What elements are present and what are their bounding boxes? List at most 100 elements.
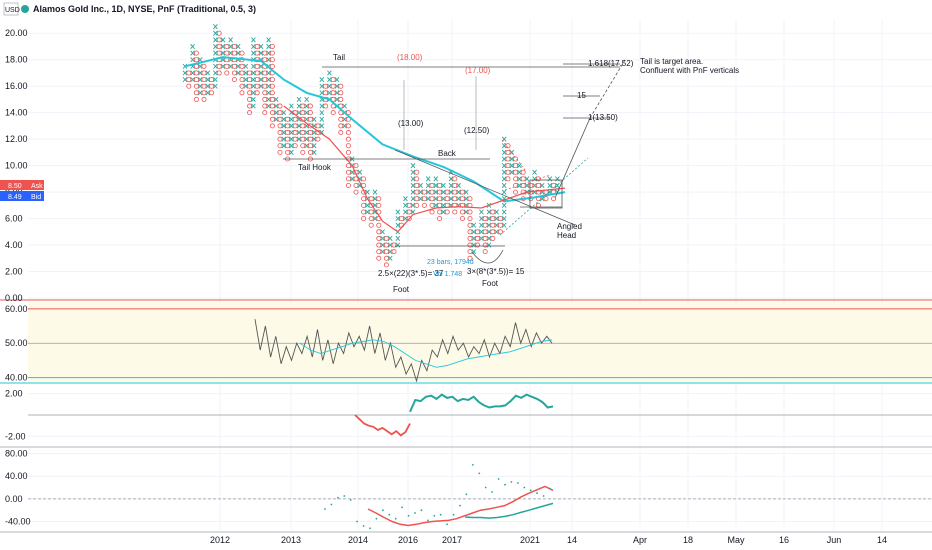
oscillator3-dot: [420, 509, 423, 512]
oscillator3-dot: [324, 508, 326, 510]
x-box: [281, 110, 287, 116]
o-column: [216, 30, 222, 76]
o-box: [307, 116, 313, 122]
o-box: [505, 163, 511, 169]
x-box: [410, 169, 416, 175]
annotation-confluence-note[interactable]: Confluent with PnF verticals: [640, 66, 739, 75]
x-box: [258, 76, 264, 83]
o-box: [345, 136, 351, 142]
x-tick-label: 2012: [210, 535, 230, 545]
o-box: [361, 176, 367, 182]
annotation-fib-1[interactable]: 1(13.50): [588, 113, 618, 122]
x-box: [296, 129, 302, 136]
o-box: [459, 196, 465, 202]
annotation-fib-1618[interactable]: 1.618(17.52): [588, 59, 634, 68]
x-box: [395, 215, 401, 222]
annotation-tail[interactable]: Tail: [333, 53, 345, 62]
x-column: [524, 176, 530, 195]
annotation-angled[interactable]: Angled: [557, 222, 582, 231]
annotation-count-left[interactable]: 2.5×(22)(3*.5)= 37: [378, 269, 444, 278]
o-box: [201, 70, 207, 76]
o-box: [300, 143, 306, 149]
oscillator2-red-line: [354, 414, 411, 437]
annotation-target-note[interactable]: Tail is target area.: [640, 57, 703, 66]
o-box: [323, 103, 329, 109]
x-box: [433, 176, 439, 182]
annotation-count-right[interactable]: 3×(8*(3*.5))= 15: [467, 267, 525, 276]
annotation-tail-hook[interactable]: Tail Hook: [298, 163, 332, 172]
annotation-1250[interactable]: (12.50): [464, 126, 490, 135]
drawings: [283, 59, 626, 264]
o-box: [513, 176, 519, 182]
x-box: [205, 70, 211, 76]
o-box: [239, 90, 245, 96]
o-box: [437, 209, 443, 215]
annotation-fib-15[interactable]: 15: [577, 91, 586, 100]
x-box: [349, 169, 355, 175]
x-box: [456, 189, 461, 195]
x-box: [311, 136, 317, 142]
x-box: [463, 196, 469, 202]
x-box: [372, 196, 378, 202]
y-tick-label: 60.00: [5, 304, 28, 314]
x-axis[interactable]: 2012 2013 2014 2016 2017 2021 14 Apr 18 May 16 Jun 1…: [210, 535, 887, 545]
o-box: [383, 235, 389, 241]
x-box: [365, 202, 370, 208]
ask-badge[interactable]: [0, 180, 44, 190]
x-box: [266, 57, 271, 63]
o-box: [467, 242, 473, 248]
annotation-13[interactable]: (13.00): [398, 119, 424, 128]
o-box: [490, 229, 496, 235]
o-box: [224, 70, 230, 76]
annotation-head[interactable]: Head: [557, 231, 576, 240]
y-tick-label: 14.00: [5, 108, 28, 118]
annotation-18[interactable]: (18.00): [397, 53, 423, 62]
o-box: [383, 249, 389, 255]
o-box: [262, 96, 268, 102]
o-box: [467, 209, 473, 215]
o-box: [368, 216, 374, 222]
x-box: [273, 103, 279, 109]
o-box: [482, 222, 488, 228]
bid-badge[interactable]: [0, 191, 44, 201]
x-tick-label: 18: [683, 535, 693, 545]
o-box: [528, 182, 534, 188]
x-box: [251, 63, 256, 69]
o-column: [231, 43, 237, 83]
annotation-back[interactable]: Back: [438, 149, 457, 158]
x-box: [524, 182, 530, 189]
oscillator3-dot: [465, 493, 468, 496]
x-box: [494, 222, 499, 228]
x-box: [213, 63, 218, 69]
o-box: [513, 163, 519, 169]
annotation-17[interactable]: (17.00): [465, 66, 491, 75]
annotation-foot-left[interactable]: Foot: [393, 285, 410, 294]
back-trend-line[interactable]: [394, 149, 576, 226]
x-column: [190, 43, 195, 83]
oscillator3-dot: [523, 486, 526, 489]
x-box: [501, 182, 507, 189]
projection-leg-line[interactable]: [554, 117, 591, 199]
y-axis[interactable]: 20.0018.0016.0014.0012.0010.008.006.004.…: [5, 28, 31, 526]
x-box: [266, 70, 271, 76]
x-box: [387, 235, 393, 242]
o-box: [315, 136, 321, 142]
annotation-vol[interactable]: Vol 1.748: [433, 271, 462, 278]
x-column: [486, 202, 492, 248]
o-box: [520, 182, 526, 188]
o-box: [338, 90, 344, 96]
oscillator3-dot: [497, 478, 500, 480]
x-box: [251, 70, 256, 76]
o-box: [262, 77, 268, 83]
o-box: [300, 123, 306, 129]
o-column: [414, 169, 420, 208]
projection-dashed-line[interactable]: [589, 59, 626, 119]
o-box: [269, 103, 275, 109]
o-box: [224, 43, 230, 49]
x-column: [494, 209, 499, 235]
chart-title[interactable]: Alamos Gold Inc., 1D, NYSE, PnF (Traditi…: [33, 4, 256, 14]
o-box: [376, 222, 382, 228]
annotation-foot-right[interactable]: Foot: [482, 279, 499, 288]
annotation-bars[interactable]: 23 bars, 1794d: [427, 259, 474, 266]
x-box: [441, 202, 446, 208]
